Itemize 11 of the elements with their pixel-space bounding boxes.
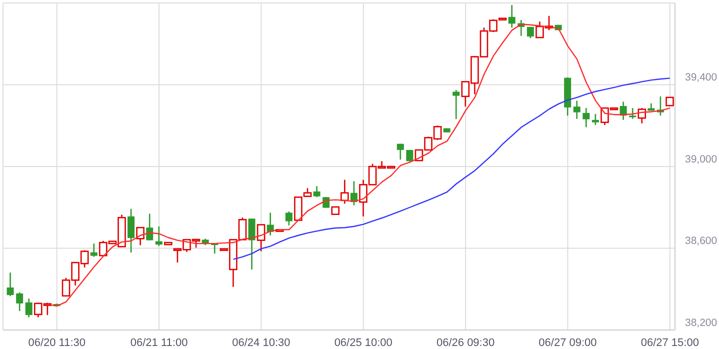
x-tick-label: 06/26 09:30 <box>436 336 495 349</box>
y-tick-label: 38,200 <box>685 316 718 329</box>
y-tick-label: 39,400 <box>685 72 718 84</box>
x-tick-label: 06/27 09:00 <box>538 336 597 349</box>
y-tick-label: 38,600 <box>685 235 718 248</box>
x-tick-label: 06/27 15:00 <box>640 336 699 349</box>
x-tick-label: 06/25 10:00 <box>334 336 392 349</box>
x-tick-label: 06/24 10:30 <box>232 336 290 349</box>
y-tick-label: 39,000 <box>685 153 718 166</box>
x-tick-label: 06/20 11:30 <box>28 336 86 349</box>
x-tick-label: 06/21 11:00 <box>130 336 188 349</box>
